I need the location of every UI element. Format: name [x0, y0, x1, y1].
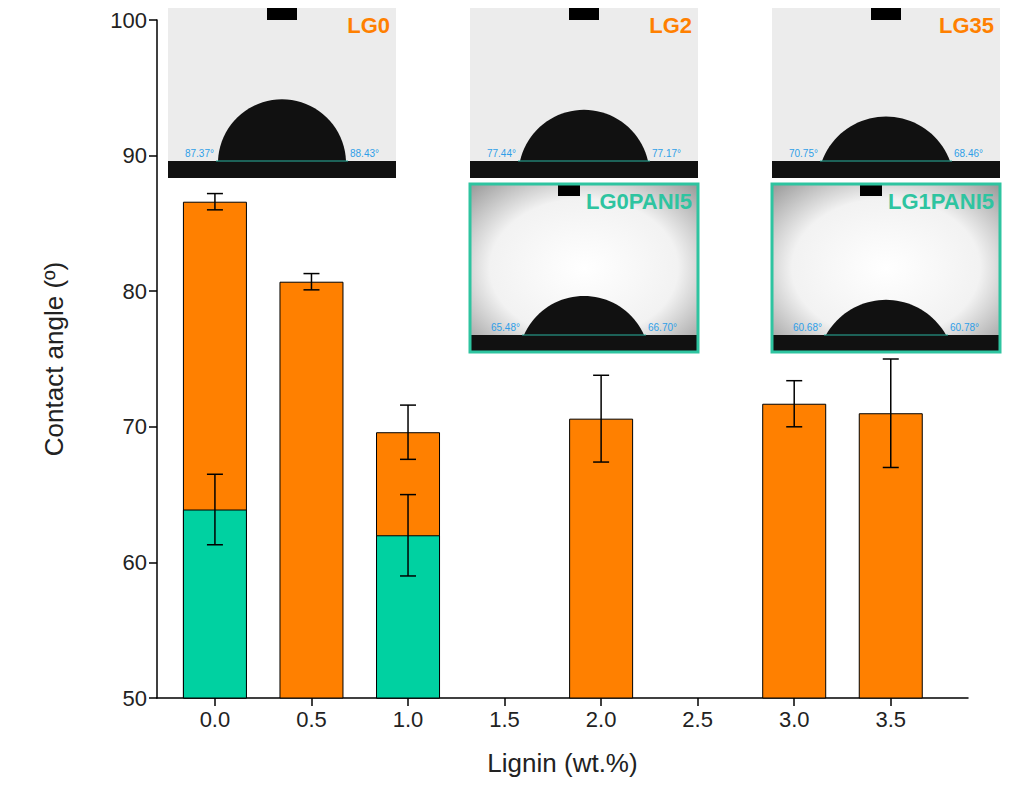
svg-text:77.44°: 77.44° [487, 148, 516, 159]
svg-text:0.0: 0.0 [200, 707, 231, 732]
svg-text:88.43°: 88.43° [350, 148, 379, 159]
svg-text:100: 100 [110, 8, 147, 33]
svg-text:60.68°: 60.68° [793, 322, 822, 333]
svg-text:66.70°: 66.70° [648, 322, 677, 333]
svg-text:80: 80 [123, 279, 147, 304]
svg-text:LG2: LG2 [649, 13, 692, 38]
svg-text:87.37°: 87.37° [185, 148, 214, 159]
svg-text:Contact angle (º): Contact angle (º) [39, 262, 69, 456]
svg-text:Lignin (wt.%): Lignin (wt.%) [487, 748, 637, 778]
svg-text:90: 90 [123, 143, 147, 168]
svg-text:LG35: LG35 [939, 13, 994, 38]
svg-text:70: 70 [123, 414, 147, 439]
svg-text:77.17°: 77.17° [652, 148, 681, 159]
svg-text:1.0: 1.0 [393, 707, 424, 732]
svg-text:68.46°: 68.46° [954, 148, 983, 159]
svg-text:3.0: 3.0 [779, 707, 810, 732]
svg-text:60.78°: 60.78° [950, 322, 979, 333]
svg-text:2.0: 2.0 [586, 707, 617, 732]
svg-text:50: 50 [123, 686, 147, 711]
svg-text:70.75°: 70.75° [789, 148, 818, 159]
svg-text:65.48°: 65.48° [491, 322, 520, 333]
svg-text:2.5: 2.5 [682, 707, 713, 732]
svg-text:LG0PANI5: LG0PANI5 [586, 189, 692, 214]
svg-text:1.5: 1.5 [489, 707, 520, 732]
svg-text:LG0: LG0 [347, 13, 390, 38]
svg-text:3.5: 3.5 [875, 707, 906, 732]
svg-text:60: 60 [123, 550, 147, 575]
svg-text:0.5: 0.5 [296, 707, 327, 732]
svg-text:LG1PANI5: LG1PANI5 [888, 189, 994, 214]
